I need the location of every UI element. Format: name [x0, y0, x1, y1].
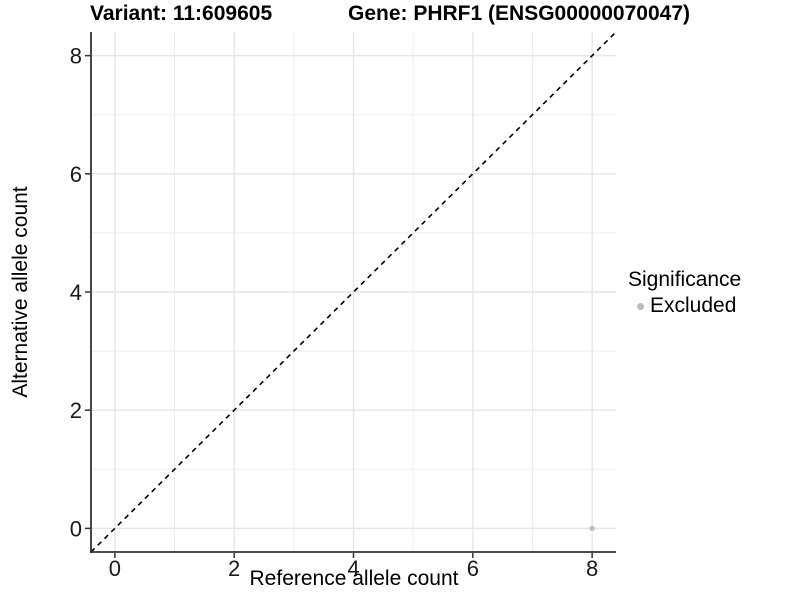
legend-item-label: Excluded — [650, 294, 737, 317]
x-tick-label: 4 — [347, 556, 359, 581]
legend-title: Significance — [628, 268, 742, 291]
y-tick-label: 8 — [70, 44, 82, 69]
legend-item: Excluded — [628, 294, 741, 318]
y-tick-label: 0 — [70, 516, 82, 541]
data-point — [589, 525, 595, 531]
legend: Significance Excluded — [628, 268, 741, 318]
x-tick-label: 8 — [586, 556, 598, 581]
legend-key-point — [637, 302, 644, 310]
y-tick-label: 2 — [70, 398, 82, 423]
y-axis-title: Alternative allele count — [9, 186, 32, 398]
y-tick-label: 4 — [70, 280, 82, 305]
legend-items: Excluded — [628, 294, 741, 318]
x-tick-label: 0 — [109, 556, 121, 581]
x-tick-label: 2 — [228, 556, 240, 581]
title-gene: Gene: PHRF1 (ENSG00000070047) — [348, 2, 690, 25]
title-variant: Variant: 11:609605 — [90, 2, 273, 25]
x-tick-label: 6 — [467, 556, 479, 581]
y-tick-label: 6 — [70, 162, 82, 187]
x-axis-title: Reference allele count — [249, 567, 459, 590]
